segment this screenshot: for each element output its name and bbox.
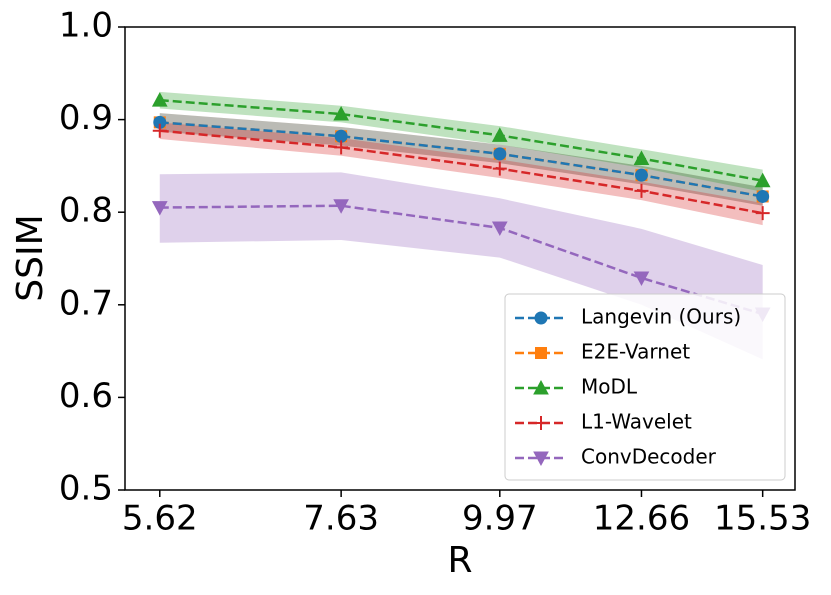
data-point <box>756 189 770 203</box>
data-point <box>491 127 508 142</box>
data-point <box>152 123 167 138</box>
legend-marker <box>534 416 548 430</box>
data-point <box>333 199 349 214</box>
data-point <box>755 206 770 221</box>
x-tick-label: 9.97 <box>462 499 538 539</box>
confidence-band <box>159 113 763 206</box>
data-point <box>633 150 650 165</box>
data-point <box>633 271 650 287</box>
y-tick-label: 0.8 <box>59 191 113 231</box>
legend-label: MoDL <box>581 375 638 399</box>
legend-marker <box>534 311 548 325</box>
y-tick-label: 0.5 <box>59 469 113 509</box>
x-tick-label: 12.66 <box>593 499 690 539</box>
y-tick-label: 0.9 <box>59 98 113 138</box>
confidence-band <box>159 122 763 226</box>
legend: Langevin (Ours) E2E-Varnet MoDL L1-Wavelet C… <box>504 293 786 481</box>
data-point <box>151 92 168 107</box>
legend-label: L1-Wavelet <box>581 410 692 434</box>
y-tick-label: 0.7 <box>59 283 113 323</box>
x-tick-label: 7.63 <box>303 499 379 539</box>
data-point <box>334 140 349 155</box>
legend-label: Langevin (Ours) <box>581 305 741 329</box>
data-point <box>333 105 349 121</box>
legend-label: ConvDecoder <box>581 445 717 469</box>
plot-frame <box>124 26 796 491</box>
y-tick-label: 0.6 <box>59 376 113 416</box>
data-point <box>634 168 648 182</box>
data-point <box>754 172 771 188</box>
data-point <box>634 183 649 198</box>
x-axis-label: R <box>447 540 472 581</box>
data-point <box>492 161 507 176</box>
legend-marker <box>535 347 547 359</box>
x-tick-label: 15.53 <box>714 499 811 539</box>
confidence-band <box>159 91 763 192</box>
y-axis-label: SSIM <box>10 214 51 301</box>
x-tick-label: 5.62 <box>122 499 198 539</box>
legend-marker <box>533 451 549 467</box>
confidence-band <box>159 172 763 360</box>
confidence-band <box>159 113 763 206</box>
data-point <box>493 147 507 161</box>
legend-marker <box>533 379 549 395</box>
data-point <box>151 201 168 216</box>
data-point <box>491 221 508 236</box>
legend-box <box>504 293 786 481</box>
y-tick-label: 1.0 <box>59 6 113 46</box>
legend-label: E2E-Varnet <box>581 340 690 364</box>
